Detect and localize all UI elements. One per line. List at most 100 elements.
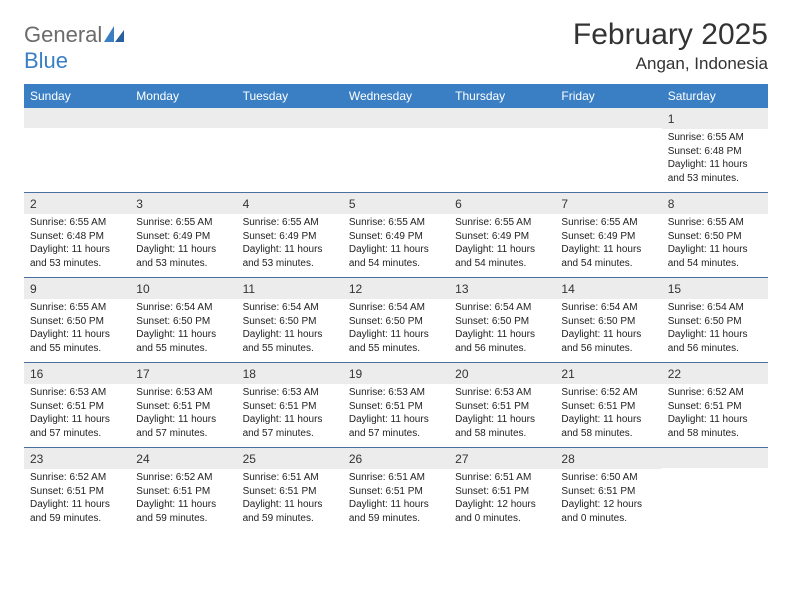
calendar-cell: 27Sunrise: 6:51 AMSunset: 6:51 PMDayligh… [449, 448, 555, 532]
daylight-text: Daylight: 11 hours and 53 minutes. [136, 243, 230, 270]
day-body: Sunrise: 6:55 AMSunset: 6:49 PMDaylight:… [449, 214, 555, 274]
calendar-cell: 12Sunrise: 6:54 AMSunset: 6:50 PMDayligh… [343, 278, 449, 362]
title-block: February 2025 Angan, Indonesia [573, 18, 768, 74]
day-body: Sunrise: 6:54 AMSunset: 6:50 PMDaylight:… [343, 299, 449, 359]
day-number: 3 [130, 193, 236, 214]
day-body: Sunrise: 6:55 AMSunset: 6:49 PMDaylight:… [237, 214, 343, 274]
day-number [24, 108, 130, 128]
day-number: 12 [343, 278, 449, 299]
calendar-cell: 15Sunrise: 6:54 AMSunset: 6:50 PMDayligh… [662, 278, 768, 362]
day-body [237, 128, 343, 188]
sunset-text: Sunset: 6:51 PM [30, 400, 124, 414]
day-number: 17 [130, 363, 236, 384]
day-number: 9 [24, 278, 130, 299]
day-number [237, 108, 343, 128]
calendar-cell: 4Sunrise: 6:55 AMSunset: 6:49 PMDaylight… [237, 193, 343, 277]
daylight-text: Daylight: 11 hours and 57 minutes. [243, 413, 337, 440]
day-number: 8 [662, 193, 768, 214]
day-number: 7 [555, 193, 661, 214]
calendar-cell: 18Sunrise: 6:53 AMSunset: 6:51 PMDayligh… [237, 363, 343, 447]
logo: General Blue [24, 18, 124, 74]
calendar-cell: 21Sunrise: 6:52 AMSunset: 6:51 PMDayligh… [555, 363, 661, 447]
sunset-text: Sunset: 6:51 PM [136, 485, 230, 499]
weekday-thu: Thursday [449, 84, 555, 108]
day-number: 14 [555, 278, 661, 299]
day-number: 23 [24, 448, 130, 469]
sunset-text: Sunset: 6:49 PM [455, 230, 549, 244]
sunset-text: Sunset: 6:51 PM [136, 400, 230, 414]
day-body: Sunrise: 6:54 AMSunset: 6:50 PMDaylight:… [237, 299, 343, 359]
calendar-cell: 16Sunrise: 6:53 AMSunset: 6:51 PMDayligh… [24, 363, 130, 447]
daylight-text: Daylight: 11 hours and 56 minutes. [668, 328, 762, 355]
calendar-cell: 26Sunrise: 6:51 AMSunset: 6:51 PMDayligh… [343, 448, 449, 532]
day-body: Sunrise: 6:55 AMSunset: 6:48 PMDaylight:… [24, 214, 130, 274]
daylight-text: Daylight: 11 hours and 58 minutes. [561, 413, 655, 440]
sunrise-text: Sunrise: 6:55 AM [561, 216, 655, 230]
sunrise-text: Sunrise: 6:53 AM [455, 386, 549, 400]
day-number: 28 [555, 448, 661, 469]
sunset-text: Sunset: 6:48 PM [30, 230, 124, 244]
sunset-text: Sunset: 6:50 PM [243, 315, 337, 329]
sunrise-text: Sunrise: 6:52 AM [561, 386, 655, 400]
sail-icon [104, 22, 124, 48]
calendar-cell: 19Sunrise: 6:53 AMSunset: 6:51 PMDayligh… [343, 363, 449, 447]
sunset-text: Sunset: 6:51 PM [243, 485, 337, 499]
calendar-week: 2Sunrise: 6:55 AMSunset: 6:48 PMDaylight… [24, 192, 768, 277]
day-body: Sunrise: 6:51 AMSunset: 6:51 PMDaylight:… [449, 469, 555, 529]
day-body [555, 128, 661, 188]
sunrise-text: Sunrise: 6:50 AM [561, 471, 655, 485]
calendar-cell [449, 108, 555, 192]
calendar-cell: 8Sunrise: 6:55 AMSunset: 6:50 PMDaylight… [662, 193, 768, 277]
day-number [449, 108, 555, 128]
day-body: Sunrise: 6:52 AMSunset: 6:51 PMDaylight:… [555, 384, 661, 444]
calendar-cell: 5Sunrise: 6:55 AMSunset: 6:49 PMDaylight… [343, 193, 449, 277]
sunrise-text: Sunrise: 6:51 AM [455, 471, 549, 485]
calendar-cell: 9Sunrise: 6:55 AMSunset: 6:50 PMDaylight… [24, 278, 130, 362]
daylight-text: Daylight: 11 hours and 57 minutes. [136, 413, 230, 440]
calendar-cell: 22Sunrise: 6:52 AMSunset: 6:51 PMDayligh… [662, 363, 768, 447]
calendar-cell: 11Sunrise: 6:54 AMSunset: 6:50 PMDayligh… [237, 278, 343, 362]
daylight-text: Daylight: 11 hours and 53 minutes. [243, 243, 337, 270]
daylight-text: Daylight: 11 hours and 55 minutes. [30, 328, 124, 355]
weeks-container: 1Sunrise: 6:55 AMSunset: 6:48 PMDaylight… [24, 108, 768, 532]
calendar-cell: 1Sunrise: 6:55 AMSunset: 6:48 PMDaylight… [662, 108, 768, 192]
sunset-text: Sunset: 6:50 PM [668, 315, 762, 329]
calendar-cell: 13Sunrise: 6:54 AMSunset: 6:50 PMDayligh… [449, 278, 555, 362]
sunset-text: Sunset: 6:51 PM [30, 485, 124, 499]
header: General Blue February 2025 Angan, Indone… [24, 18, 768, 74]
day-number: 21 [555, 363, 661, 384]
day-body: Sunrise: 6:55 AMSunset: 6:49 PMDaylight:… [130, 214, 236, 274]
day-number [343, 108, 449, 128]
sunrise-text: Sunrise: 6:53 AM [30, 386, 124, 400]
daylight-text: Daylight: 11 hours and 59 minutes. [349, 498, 443, 525]
sunset-text: Sunset: 6:51 PM [455, 400, 549, 414]
day-body: Sunrise: 6:52 AMSunset: 6:51 PMDaylight:… [130, 469, 236, 529]
location-label: Angan, Indonesia [573, 54, 768, 74]
weekday-mon: Monday [130, 84, 236, 108]
calendar-cell [24, 108, 130, 192]
sunset-text: Sunset: 6:50 PM [136, 315, 230, 329]
sunrise-text: Sunrise: 6:55 AM [349, 216, 443, 230]
sunrise-text: Sunrise: 6:52 AM [30, 471, 124, 485]
logo-word1: General [24, 22, 102, 47]
sunrise-text: Sunrise: 6:54 AM [243, 301, 337, 315]
day-number: 6 [449, 193, 555, 214]
calendar-week: 23Sunrise: 6:52 AMSunset: 6:51 PMDayligh… [24, 447, 768, 532]
daylight-text: Daylight: 11 hours and 58 minutes. [668, 413, 762, 440]
sunset-text: Sunset: 6:51 PM [561, 400, 655, 414]
weekday-header: Sunday Monday Tuesday Wednesday Thursday… [24, 84, 768, 108]
day-number: 4 [237, 193, 343, 214]
day-number: 24 [130, 448, 236, 469]
sunrise-text: Sunrise: 6:55 AM [668, 216, 762, 230]
day-body: Sunrise: 6:51 AMSunset: 6:51 PMDaylight:… [237, 469, 343, 529]
day-number: 26 [343, 448, 449, 469]
calendar: Sunday Monday Tuesday Wednesday Thursday… [24, 84, 768, 532]
day-body [449, 128, 555, 188]
weekday-sat: Saturday [662, 84, 768, 108]
sunrise-text: Sunrise: 6:52 AM [668, 386, 762, 400]
calendar-week: 16Sunrise: 6:53 AMSunset: 6:51 PMDayligh… [24, 362, 768, 447]
day-number: 22 [662, 363, 768, 384]
calendar-cell [130, 108, 236, 192]
daylight-text: Daylight: 11 hours and 59 minutes. [243, 498, 337, 525]
day-body: Sunrise: 6:53 AMSunset: 6:51 PMDaylight:… [130, 384, 236, 444]
